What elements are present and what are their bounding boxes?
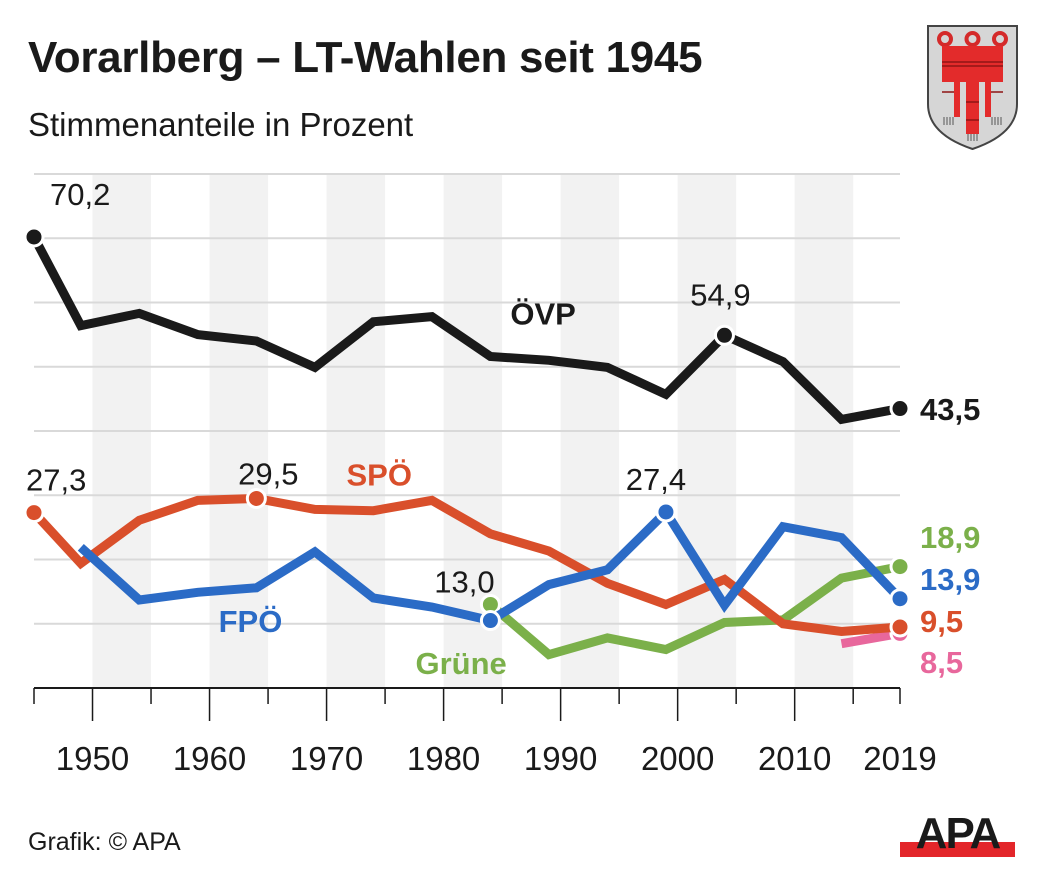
data-point-fpoe (655, 501, 677, 523)
source-credit: Grafik: © APA (28, 828, 181, 856)
data-point-spoe (23, 502, 45, 524)
x-tick-label: 1970 (290, 740, 363, 777)
party-label-fpoe: FPÖ (219, 604, 283, 639)
data-point-fpoe (889, 588, 911, 610)
data-point-spoe (245, 487, 267, 509)
series-line-spoe (30, 493, 901, 637)
end-label-neos: 8,5 (920, 645, 963, 680)
party-label-gruene: Grüne (416, 646, 507, 681)
x-tick-label: 1950 (56, 740, 129, 777)
series-line-gruene (487, 562, 901, 660)
x-tick-label: 1990 (524, 740, 597, 777)
data-point-oevp (889, 398, 911, 420)
coat-of-arms-icon (927, 25, 1018, 151)
x-tick-label: 1980 (407, 740, 480, 777)
value-label: 54,9 (690, 277, 750, 312)
series-lines (23, 226, 911, 660)
gridlines (34, 173, 900, 625)
chart-subtitle: Stimmenanteile in Prozent (28, 106, 414, 143)
x-tick-label: 2010 (758, 740, 831, 777)
x-tick-label: 1960 (173, 740, 246, 777)
series-labels: 13,0 Grüne 27,3 29,5 SPÖ 27,4 FPÖ 70,2 54,9 ÖVP 18… (26, 177, 980, 681)
end-label-gruene: 18,9 (920, 520, 980, 555)
data-point-oevp (23, 226, 45, 248)
data-point-spoe (889, 616, 911, 638)
x-tick-label: 2019 (863, 740, 936, 777)
end-label-fpoe: 13,9 (920, 562, 980, 597)
data-point-oevp (713, 324, 735, 346)
x-axis: 1950 1960 1970 1980 1990 2000 2010 2019 (33, 687, 937, 777)
party-label-spoe: SPÖ (346, 458, 411, 493)
end-label-oevp: 43,5 (920, 392, 980, 427)
value-label: 27,3 (26, 463, 86, 498)
value-label: 70,2 (50, 177, 110, 212)
party-label-oevp: ÖVP (510, 296, 575, 331)
data-point-fpoe (479, 610, 501, 632)
value-label: 29,5 (238, 456, 298, 491)
data-point-gruene (889, 556, 911, 578)
apa-logo: APA (900, 812, 1015, 858)
end-label-spoe: 9,5 (920, 604, 963, 639)
value-label: 27,4 (626, 462, 686, 497)
value-label: 13,0 (434, 564, 494, 599)
chart-title: Vorarlberg – LT-Wahlen seit 1945 (28, 33, 703, 82)
x-tick-label: 2000 (641, 740, 714, 777)
series-line-oevp (30, 234, 901, 425)
svg-text:APA: APA (916, 812, 1001, 858)
